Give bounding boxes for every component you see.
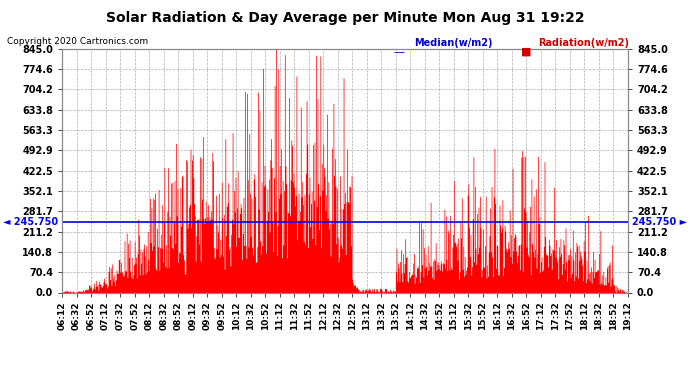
- Text: Solar Radiation & Day Average per Minute Mon Aug 31 19:22: Solar Radiation & Day Average per Minute…: [106, 11, 584, 25]
- Text: 245.750 ►: 245.750 ►: [632, 217, 687, 226]
- Text: ◄ 245.750: ◄ 245.750: [3, 217, 58, 226]
- Text: Copyright 2020 Cartronics.com: Copyright 2020 Cartronics.com: [7, 38, 148, 46]
- Text: Median(w/m2): Median(w/m2): [414, 38, 493, 48]
- Text: ■: ■: [521, 47, 531, 57]
- Text: —: —: [393, 47, 404, 57]
- Text: Radiation(w/m2): Radiation(w/m2): [538, 38, 629, 48]
